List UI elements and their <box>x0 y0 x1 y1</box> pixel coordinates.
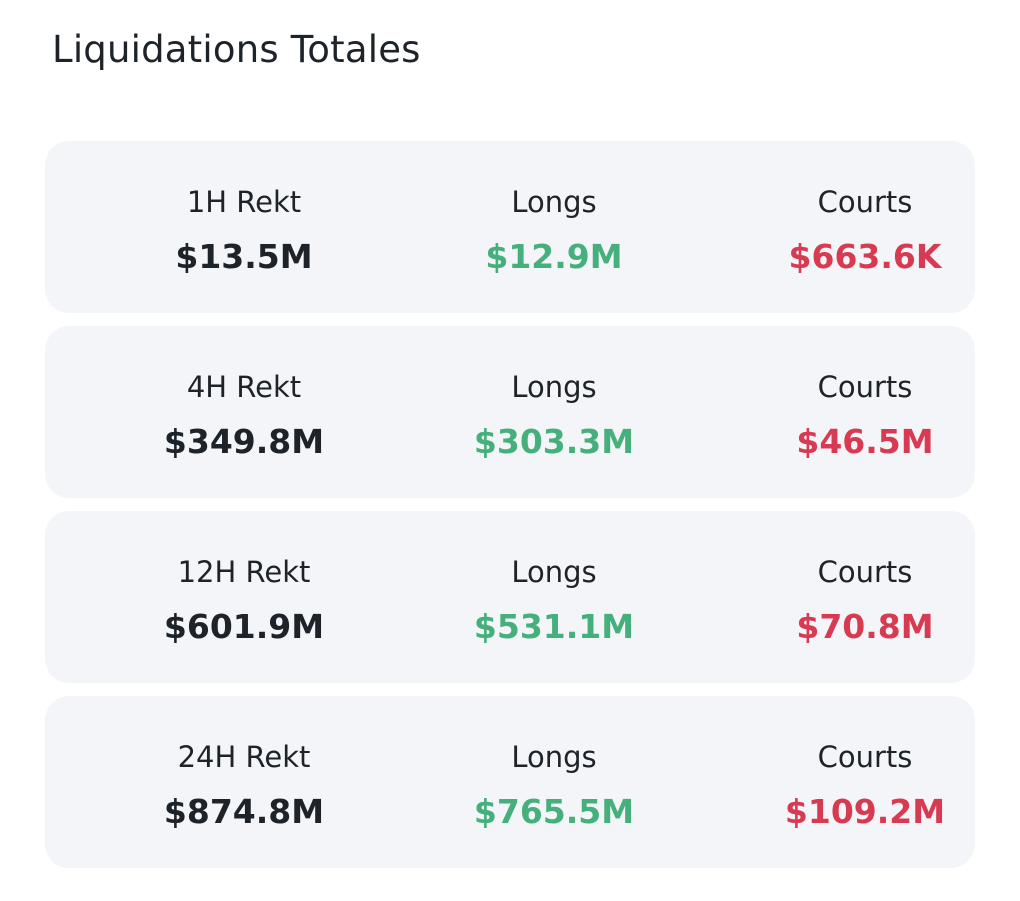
stat-column: Courts $70.8M <box>715 511 1015 683</box>
stat-label: 4H Rekt <box>186 370 302 404</box>
stat-value: $874.8M <box>163 792 325 831</box>
stat-value: $663.6K <box>788 237 942 276</box>
stat-label: Longs <box>511 185 597 219</box>
stat-column: Longs $12.9M <box>404 141 704 313</box>
stat-column: Courts $663.6K <box>715 141 1015 313</box>
stat-value: $349.8M <box>163 422 325 461</box>
stat-value: $46.5M <box>796 422 934 461</box>
stat-value: $303.3M <box>473 422 635 461</box>
stat-label: 1H Rekt <box>186 185 302 219</box>
stat-card: 12H Rekt $601.9M Longs $531.1M Courts $70.8M <box>45 511 975 683</box>
stat-card: 1H Rekt $13.5M Longs $12.9M Courts $663.6K <box>45 141 975 313</box>
stat-column: 24H Rekt $874.8M <box>94 696 394 868</box>
stat-column: Longs $303.3M <box>404 326 704 498</box>
stat-value: $531.1M <box>473 607 635 646</box>
stat-label: Longs <box>511 740 597 774</box>
stat-label: Longs <box>511 555 597 589</box>
stat-column: Courts $46.5M <box>715 326 1015 498</box>
stat-column: 12H Rekt $601.9M <box>94 511 394 683</box>
stat-label: Courts <box>817 185 913 219</box>
stat-value: $109.2M <box>784 792 946 831</box>
stat-value: $12.9M <box>485 237 623 276</box>
page-title: Liquidations Totales <box>52 28 421 71</box>
stat-label: 24H Rekt <box>177 740 311 774</box>
stat-value: $765.5M <box>473 792 635 831</box>
stat-column: 1H Rekt $13.5M <box>94 141 394 313</box>
stat-column: Longs $765.5M <box>404 696 704 868</box>
stat-column: 4H Rekt $349.8M <box>94 326 394 498</box>
stat-label: Courts <box>817 740 913 774</box>
stat-value: $601.9M <box>163 607 325 646</box>
stat-column: Courts $109.2M <box>715 696 1015 868</box>
stat-column: Longs $531.1M <box>404 511 704 683</box>
stat-card: 4H Rekt $349.8M Longs $303.3M Courts $46.5M <box>45 326 975 498</box>
stat-label: Courts <box>817 555 913 589</box>
stat-value: $70.8M <box>796 607 934 646</box>
stat-card: 24H Rekt $874.8M Longs $765.5M Courts $109.2M <box>45 696 975 868</box>
stat-label: Courts <box>817 370 913 404</box>
stat-label: 12H Rekt <box>177 555 311 589</box>
stat-label: Longs <box>511 370 597 404</box>
stat-value: $13.5M <box>175 237 313 276</box>
